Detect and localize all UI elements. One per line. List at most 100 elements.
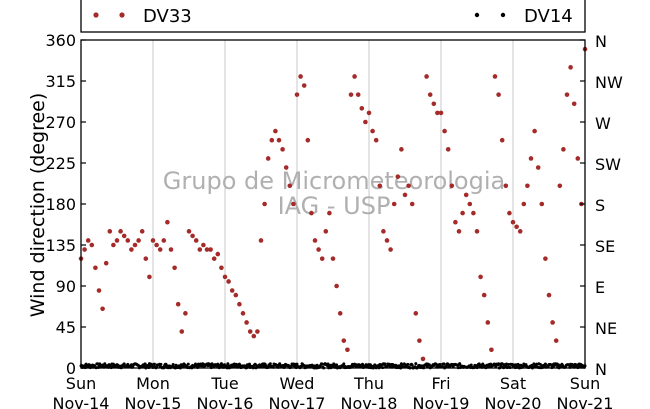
- point-dv33: [460, 210, 465, 216]
- point-dv33: [395, 174, 401, 179]
- point-dv14: [383, 362, 387, 366]
- point-dv33: [539, 201, 545, 207]
- point-dv14: [543, 362, 547, 366]
- point-dv33: [240, 311, 246, 316]
- point-dv33: [467, 201, 473, 207]
- legend-marker-dv33-a: [93, 12, 99, 18]
- y-tick-label-right: SW: [595, 155, 621, 174]
- legend-box: [80, 0, 586, 33]
- point-dv33: [161, 238, 167, 243]
- point-dv33: [219, 265, 224, 271]
- point-dv33: [301, 83, 307, 88]
- point-dv33: [327, 210, 332, 216]
- point-dv33: [381, 229, 386, 234]
- point-dv33: [201, 242, 206, 248]
- point-dv33: [507, 210, 512, 216]
- point-dv33: [197, 247, 203, 252]
- point-dv33: [406, 183, 411, 189]
- point-dv14: [235, 362, 239, 366]
- point-dv33: [496, 92, 501, 97]
- point-dv33: [330, 256, 336, 261]
- point-dv33: [298, 74, 303, 79]
- point-dv33: [532, 128, 537, 134]
- point-dv33: [557, 183, 563, 189]
- point-dv33: [348, 92, 354, 97]
- watermark-line-1: Grupo de Micrometeorologia: [163, 167, 505, 195]
- point-dv33: [89, 242, 95, 248]
- point-dv33: [125, 238, 131, 243]
- point-dv14: [159, 362, 163, 366]
- point-dv33: [453, 219, 458, 225]
- point-dv33: [229, 288, 235, 293]
- legend-marker-dv14-b: [500, 12, 506, 18]
- point-dv33: [525, 183, 530, 189]
- y-axis-right: N NE E SE S SW W NW N: [580, 32, 623, 379]
- x-tick-label-date: Nov-15: [125, 394, 182, 409]
- y-tick-label: 45: [56, 318, 76, 337]
- point-dv33: [550, 320, 555, 325]
- y-tick-label: 180: [45, 195, 76, 214]
- y-tick-label-right: S: [595, 196, 605, 215]
- point-dv33: [85, 238, 91, 243]
- point-dv33: [204, 247, 210, 252]
- watermark: Grupo de Micrometeorologia IAG - USP: [163, 167, 505, 220]
- point-dv33: [417, 338, 422, 343]
- point-dv33: [190, 233, 195, 239]
- point-dv33: [269, 137, 275, 143]
- point-dv33: [305, 137, 311, 143]
- point-dv33: [96, 288, 102, 293]
- point-dv14: [96, 362, 100, 366]
- point-dv33: [427, 92, 433, 97]
- point-dv33: [391, 201, 397, 207]
- point-dv33: [431, 101, 437, 107]
- point-dv14: [315, 363, 319, 367]
- point-dv33: [291, 201, 296, 207]
- point-dv33: [107, 229, 113, 234]
- point-dv33: [334, 283, 339, 289]
- point-dv33: [222, 274, 228, 280]
- point-dv14: [507, 363, 511, 367]
- point-dv33: [132, 242, 138, 248]
- point-dv33: [208, 247, 213, 252]
- point-dv33: [485, 320, 491, 325]
- point-dv33: [546, 292, 552, 298]
- x-tick-label-date: Nov-18: [341, 394, 398, 409]
- point-dv33: [100, 306, 105, 312]
- point-dv33: [121, 233, 127, 239]
- y-axis-left: 0 45 90 135 180 225 270 315 360: [45, 31, 86, 378]
- point-dv33: [377, 183, 383, 189]
- point-dv14: [427, 363, 431, 367]
- series-dv14: [79, 362, 587, 370]
- point-dv33: [442, 128, 447, 134]
- point-dv33: [226, 279, 231, 284]
- point-dv33: [409, 201, 415, 207]
- point-dv33: [168, 247, 174, 252]
- point-dv33: [175, 301, 181, 307]
- point-dv14: [103, 362, 107, 366]
- point-dv14: [414, 362, 418, 366]
- point-dv33: [237, 301, 242, 307]
- point-dv33: [503, 183, 509, 189]
- point-dv14: [497, 362, 501, 366]
- point-dv14: [268, 362, 272, 366]
- point-dv33: [233, 292, 239, 298]
- point-dv14: [152, 362, 156, 366]
- legend-marker-dv14-a: [474, 12, 480, 18]
- point-dv14: [326, 362, 330, 366]
- point-dv33: [489, 347, 494, 353]
- point-dv33: [481, 292, 487, 298]
- point-dv33: [564, 92, 570, 97]
- point-dv33: [139, 229, 145, 234]
- point-dv33: [571, 101, 577, 107]
- point-dv33: [147, 274, 152, 280]
- point-dv33: [402, 192, 408, 198]
- y-tick-label-right: SE: [595, 237, 615, 256]
- point-dv33: [118, 229, 123, 234]
- point-dv33: [352, 74, 357, 79]
- x-tick-label-day: Wed: [280, 374, 315, 393]
- point-dv33: [568, 65, 573, 70]
- x-tick-label-day: Fri: [431, 374, 450, 393]
- y-tick-label-right: W: [595, 114, 611, 133]
- point-dv33: [251, 333, 257, 339]
